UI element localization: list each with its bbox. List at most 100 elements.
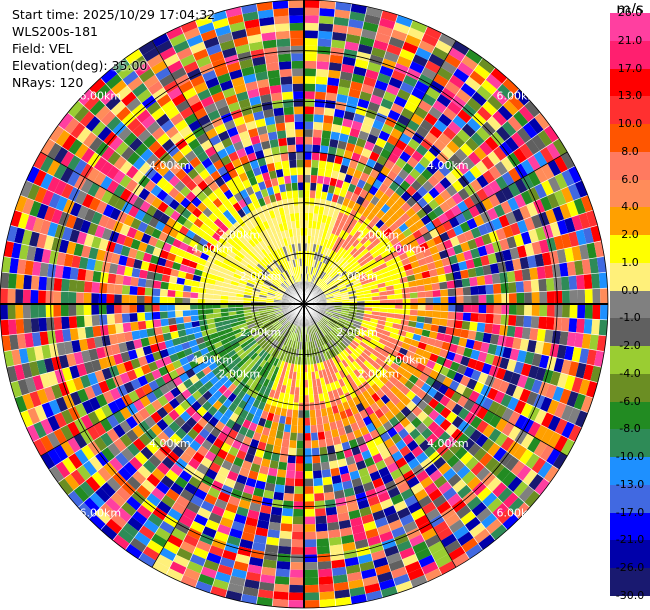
ray-gate xyxy=(502,492,519,509)
ray-gate xyxy=(279,284,287,291)
ray-gate xyxy=(202,526,217,539)
ray-gate xyxy=(450,391,462,404)
ray-gate xyxy=(583,318,593,335)
ray-gate xyxy=(312,285,319,293)
ray-gate xyxy=(259,434,269,444)
ray-gate xyxy=(309,274,314,283)
ray-gate xyxy=(150,184,163,197)
ray-gate xyxy=(218,384,228,395)
ray-gate xyxy=(386,462,399,474)
ray-gate xyxy=(101,334,111,347)
ray-gate xyxy=(329,544,344,554)
ray-gate xyxy=(193,81,209,95)
ray-gate xyxy=(569,304,578,319)
ray-gate xyxy=(193,488,208,501)
ray-gate xyxy=(390,405,401,417)
ray-gate xyxy=(47,330,57,345)
ray-gate xyxy=(152,296,160,304)
ray-gate xyxy=(246,230,255,239)
ray-gate xyxy=(78,338,89,352)
ray-gate xyxy=(508,304,517,316)
ray-gate xyxy=(507,115,523,132)
ray-gate xyxy=(82,460,98,477)
ray-gate xyxy=(304,539,317,548)
ray-gate xyxy=(314,500,326,509)
ray-gate xyxy=(428,409,440,421)
ray-gate xyxy=(403,451,416,464)
ray-gate xyxy=(462,437,476,452)
colorbar-segment xyxy=(610,290,650,319)
ray-gate xyxy=(246,386,255,397)
ray-gate xyxy=(561,169,575,187)
ray-gate xyxy=(451,134,466,149)
ray-gate xyxy=(106,165,120,180)
ray-gate xyxy=(289,386,296,395)
ray-gate xyxy=(133,258,143,270)
ray-gate xyxy=(131,267,141,278)
ray-gate xyxy=(152,506,168,521)
ray-gate xyxy=(332,337,340,346)
ray-gate xyxy=(500,314,509,326)
colorbar-tick-label: 26.0 xyxy=(617,6,643,19)
ray-gate xyxy=(238,98,251,109)
ray-gate xyxy=(318,320,325,328)
ray-gate xyxy=(262,369,270,379)
ray-gate xyxy=(155,220,166,232)
ray-gate xyxy=(450,166,464,180)
ray-gate xyxy=(370,402,380,413)
ray-gate xyxy=(457,174,470,188)
ray-gate xyxy=(239,442,250,453)
ray-gate xyxy=(409,286,418,293)
ray-gate xyxy=(467,267,477,278)
ray-gate xyxy=(370,195,380,206)
ray-gate xyxy=(140,446,154,460)
ray-gate xyxy=(155,376,166,388)
ray-gate xyxy=(150,107,166,121)
ray-gate xyxy=(182,87,197,100)
ray-gate xyxy=(272,414,281,423)
ray-gate xyxy=(317,270,323,278)
ray-gate xyxy=(470,369,482,382)
ray-gate xyxy=(251,236,260,245)
ray-gate xyxy=(107,323,117,335)
ray-gate xyxy=(146,391,158,404)
ray-gate xyxy=(83,497,100,514)
ray-gate xyxy=(132,399,145,412)
ray-gate xyxy=(415,321,425,330)
ray-gate xyxy=(273,107,285,117)
ray-gate xyxy=(251,270,260,278)
ray-gate xyxy=(210,10,228,23)
ray-gate xyxy=(200,95,215,108)
ray-gate xyxy=(348,313,356,318)
ray-gate xyxy=(417,310,426,317)
ray-gate xyxy=(375,459,387,471)
ray-gate xyxy=(68,291,77,304)
ray-gate xyxy=(353,429,363,439)
ray-gate xyxy=(315,409,322,418)
ray-gate xyxy=(317,330,323,338)
ray-gate xyxy=(435,242,446,253)
ray-gate xyxy=(250,258,259,266)
ray-gate xyxy=(463,411,477,425)
ray-gate xyxy=(567,407,581,425)
ray-gate xyxy=(326,445,336,455)
ray-gate xyxy=(527,155,541,171)
ray-gate xyxy=(363,456,376,468)
ray-gate xyxy=(376,25,394,37)
ray-gate xyxy=(470,285,479,296)
ray-gate xyxy=(446,280,456,289)
ray-gate xyxy=(574,410,588,428)
ray-gate xyxy=(460,82,477,98)
ray-gate xyxy=(406,476,420,489)
ray-gate xyxy=(179,144,193,157)
ray-gate xyxy=(349,11,366,22)
ray-gate xyxy=(190,494,204,508)
ray-gate xyxy=(89,78,106,95)
colorbar-tick-label: 10.0 xyxy=(617,117,643,131)
ray-gate xyxy=(269,514,282,524)
ray-gate xyxy=(138,525,155,540)
ray-gate xyxy=(367,325,377,332)
ray-gate xyxy=(487,150,501,166)
ray-gate xyxy=(260,315,269,321)
ray-gate xyxy=(267,290,276,295)
